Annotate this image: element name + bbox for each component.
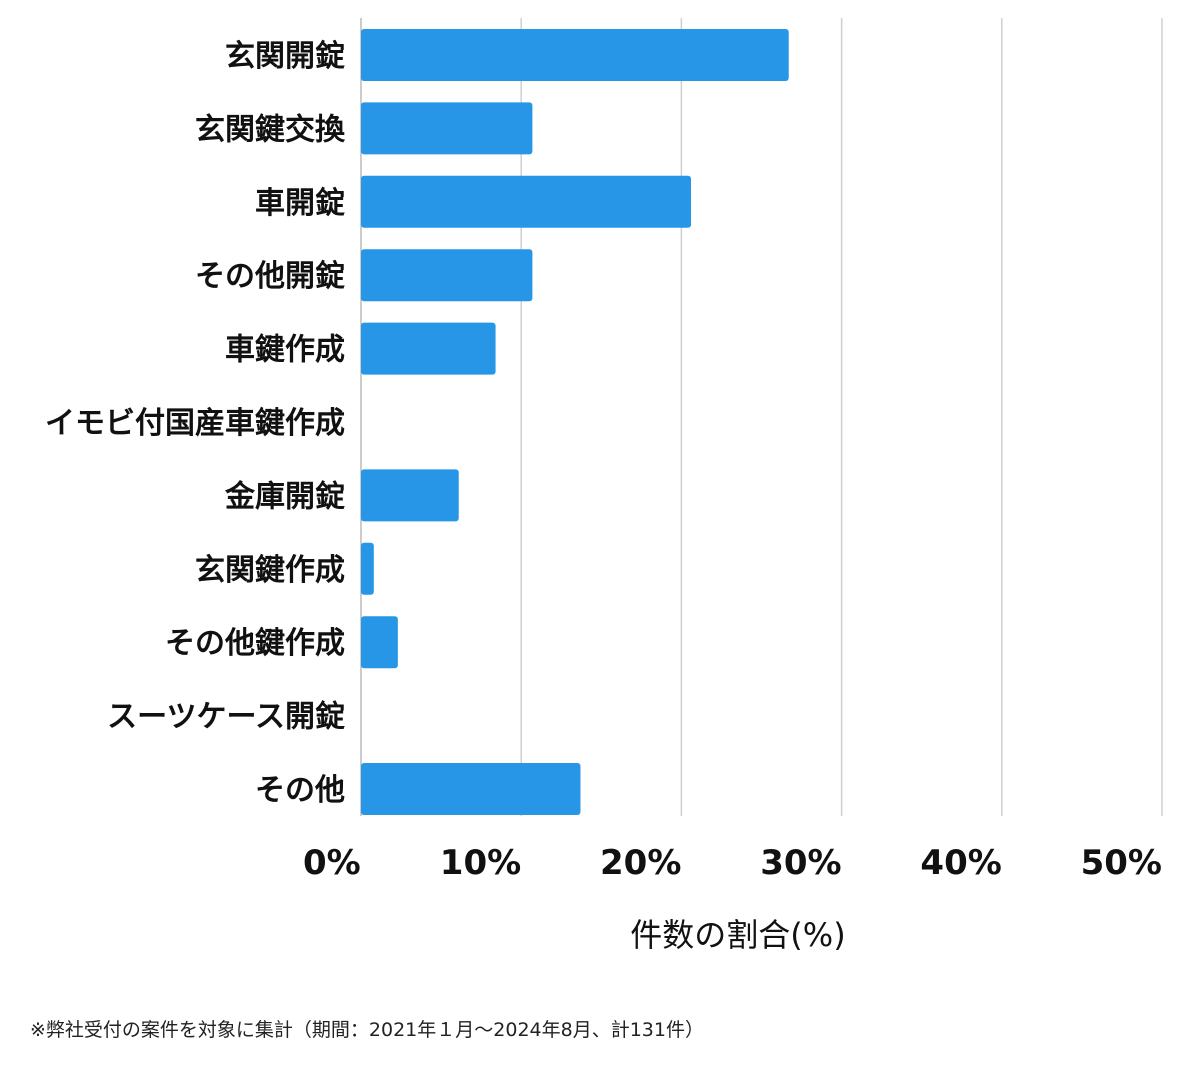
x-tick-labels: 0% 10% 20% 30% 40% 50% bbox=[303, 843, 1162, 883]
category-label: 車鍵作成 bbox=[225, 333, 345, 368]
bar-7 bbox=[361, 542, 374, 595]
category-label: 玄関鍵交換 bbox=[195, 112, 346, 147]
x-tick-label: 40% bbox=[920, 843, 1001, 883]
category-label: その他 bbox=[255, 773, 345, 808]
footnote: ※弊社受付の案件を対象に集計（期間：2021年１月～2024年8月、計131件） bbox=[30, 1019, 704, 1041]
x-tick-label: 30% bbox=[760, 843, 841, 883]
category-label: その他開錠 bbox=[195, 259, 345, 294]
category-label: スーツケース開錠 bbox=[107, 700, 345, 735]
category-label: 車開錠 bbox=[255, 186, 345, 221]
x-tick-label: 50% bbox=[1081, 843, 1162, 883]
bar-8 bbox=[361, 616, 398, 669]
bar-2 bbox=[361, 175, 692, 228]
category-label: 玄関鍵作成 bbox=[195, 553, 345, 588]
category-label: その他鍵作成 bbox=[165, 626, 345, 661]
bar-4 bbox=[361, 322, 496, 375]
bar-10 bbox=[361, 763, 581, 815]
bar-6 bbox=[361, 469, 459, 522]
bar-3 bbox=[361, 249, 533, 302]
bar-0 bbox=[361, 29, 789, 81]
category-label: 金庫開錠 bbox=[224, 479, 345, 514]
category-labels: 玄関開錠玄関鍵交換車開錠その他開錠車鍵作成イモビ付国産車鍵作成金庫開錠玄関鍵作成… bbox=[45, 39, 346, 808]
x-tick-label: 10% bbox=[440, 843, 521, 883]
bar-1 bbox=[361, 102, 533, 155]
x-tick-label: 0% bbox=[303, 843, 361, 883]
category-label: イモビ付国産車鍵作成 bbox=[45, 406, 345, 441]
bars bbox=[361, 29, 789, 815]
x-tick-label: 20% bbox=[600, 843, 681, 883]
x-axis-title: 件数の割合(%) bbox=[630, 916, 845, 954]
category-label: 玄関開錠 bbox=[225, 39, 345, 74]
